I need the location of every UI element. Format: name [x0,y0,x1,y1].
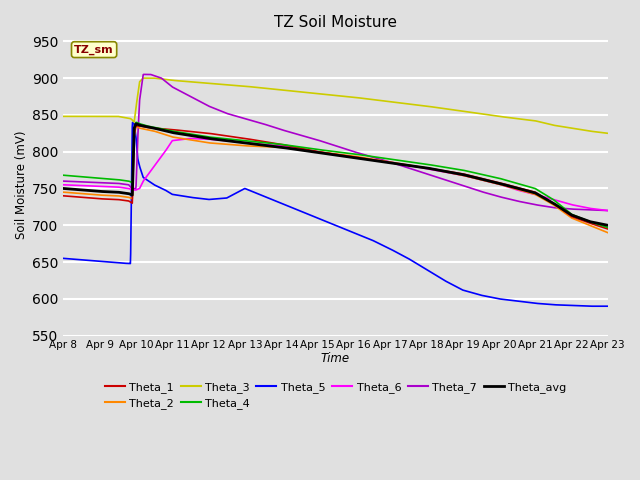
Theta_4 [604,225,612,230]
Theta_5 [588,303,596,309]
Theta_1 [588,221,596,227]
Theta_4 [132,120,140,125]
Theta_2 [87,192,95,197]
Theta_avg [132,121,140,127]
Theta_2 [588,223,596,229]
Theta_7 [324,141,332,146]
Theta_3 [60,113,67,119]
Theta_avg [60,186,67,192]
Line: Theta_2: Theta_2 [63,126,608,233]
Title: TZ Soil Moisture: TZ Soil Moisture [274,15,397,30]
Theta_5 [589,303,596,309]
Theta_5 [488,295,496,300]
Theta_5 [310,214,317,219]
Theta_6 [87,183,95,189]
Theta_5 [87,258,95,264]
Y-axis label: Soil Moisture (mV): Soil Moisture (mV) [15,131,28,239]
Theta_7 [60,178,67,184]
Theta_7 [588,207,596,213]
Theta_4 [588,219,596,225]
Theta_6 [187,135,195,141]
Theta_4 [310,146,317,152]
Theta_7 [310,136,317,142]
Theta_5 [604,303,612,309]
Theta_1 [87,195,95,201]
Line: Theta_3: Theta_3 [63,78,608,133]
Theta_6 [604,208,612,214]
Theta_avg [324,151,332,157]
Theta_4 [588,219,596,225]
Theta_5 [586,303,593,309]
Theta_avg [604,222,612,228]
Theta_7 [140,72,147,77]
Theta_6 [60,182,67,188]
Line: Theta_avg: Theta_avg [63,124,608,225]
Theta_5 [129,120,136,125]
Text: TZ_sm: TZ_sm [74,45,114,55]
Theta_1 [604,226,612,232]
Line: Theta_4: Theta_4 [63,122,608,228]
Theta_2 [324,150,332,156]
Theta_3 [488,112,496,118]
Theta_1 [488,178,496,184]
Theta_avg [488,179,496,185]
Theta_5 [324,219,332,225]
Theta_3 [310,90,317,96]
Theta_4 [488,174,496,180]
Theta_1 [588,221,596,227]
Theta_6 [588,206,596,212]
Theta_3 [604,131,612,136]
Theta_2 [588,224,596,229]
Theta_4 [60,172,67,178]
Theta_3 [588,129,596,134]
Theta_avg [87,188,95,193]
Theta_7 [604,208,612,214]
Theta_6 [324,150,332,156]
Legend: Theta_1, Theta_2, Theta_3, Theta_4, Theta_5, Theta_6, Theta_7, Theta_avg: Theta_1, Theta_2, Theta_3, Theta_4, Thet… [100,377,571,414]
Theta_2 [132,123,140,129]
Theta_avg [588,219,596,225]
Theta_3 [140,75,147,81]
Theta_1 [132,123,140,129]
Theta_6 [588,206,596,212]
Theta_4 [87,175,95,180]
Theta_avg [310,149,317,155]
Theta_7 [588,207,596,213]
X-axis label: Time: Time [321,352,350,365]
Line: Theta_7: Theta_7 [63,74,608,211]
Line: Theta_5: Theta_5 [63,122,608,306]
Theta_2 [604,230,612,236]
Theta_2 [60,189,67,195]
Theta_3 [87,113,95,119]
Theta_3 [324,92,332,97]
Line: Theta_1: Theta_1 [63,126,608,229]
Theta_7 [488,192,496,198]
Theta_6 [488,180,496,185]
Theta_avg [588,219,596,225]
Theta_2 [488,180,496,185]
Theta_6 [310,148,317,154]
Theta_1 [310,148,317,154]
Theta_3 [588,129,596,134]
Theta_1 [60,193,67,199]
Line: Theta_6: Theta_6 [63,138,608,211]
Theta_1 [324,150,332,156]
Theta_7 [87,180,95,185]
Theta_5 [60,255,67,261]
Theta_4 [324,148,332,154]
Theta_2 [310,148,317,154]
